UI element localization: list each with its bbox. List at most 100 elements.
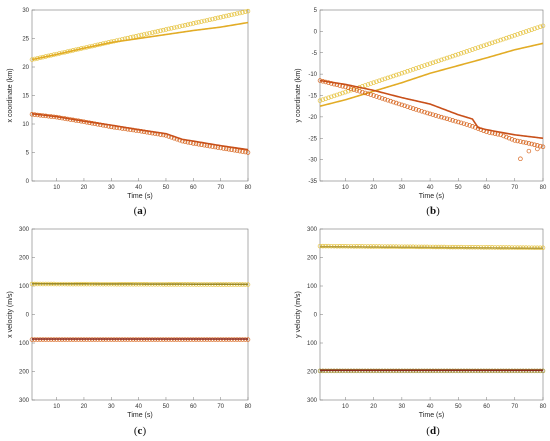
data-point [365,82,371,87]
data-point [345,88,351,94]
x-tick-label: 70 [217,404,224,410]
data-point [144,31,150,37]
y-tick-label: -35 [308,179,317,185]
data-point [408,105,413,110]
data-point [532,26,537,31]
x-tick-label: 60 [190,404,197,410]
y-tick-label: 200 [19,370,30,376]
data-point [218,15,223,20]
data-point [180,23,185,29]
y-tick-label: 0 [26,179,30,185]
data-point [388,74,393,80]
y-tick-label: 100 [307,284,318,290]
data-point [478,44,484,49]
y-tick-label: 10 [22,122,29,128]
data-point [377,95,382,100]
y-tick-label: 200 [307,370,318,376]
y-tick-label: 0 [314,313,318,319]
x-tick-label: 40 [427,185,434,191]
y-tick-label: -30 [308,158,317,164]
x-tick-label: 80 [540,404,547,410]
data-point [229,12,234,18]
data-point [498,37,503,43]
data-point [458,120,464,126]
data-point [495,38,501,44]
data-point [464,49,470,54]
data-point [391,73,396,79]
data-point [470,47,475,52]
data-point [221,14,226,19]
data-point [399,70,405,76]
data-point [204,18,210,23]
data-point [475,45,481,50]
x-tick-label: 60 [483,404,490,410]
x-tick-label: 70 [511,404,518,410]
x-tick-label: 60 [190,185,197,191]
x-tick-label: 40 [427,404,434,410]
data-point [245,150,251,155]
data-point [382,76,388,82]
data-point [467,48,472,53]
data-point [402,69,407,75]
x-tick-label: 30 [108,185,115,191]
data-point [393,72,399,78]
y-tick-label: -5 [312,51,318,57]
data-point [425,62,430,67]
x-axis-label: Time (s) [127,412,152,419]
data-point [506,34,512,40]
data-point [210,16,215,22]
x-tick-label: 50 [163,185,170,191]
y-tick-label: -10 [308,72,317,78]
data-point [436,58,441,64]
data-point [425,110,430,116]
series-markers-2 [29,112,251,155]
series-line-1 [319,42,544,107]
data-point [348,86,354,91]
data-point [450,53,455,59]
data-point [388,98,393,104]
data-point [396,71,402,77]
data-point [191,21,196,26]
series-line-3 [319,79,544,140]
y-tick-label: -15 [308,94,317,100]
data-point [326,95,331,101]
data-point [540,144,546,150]
data-point [360,89,365,95]
panel-d: 300 200 100 0 100 200 300 10 20 30 40 50 60 70 80 Time … [295,227,547,437]
x-tick-label: 20 [81,185,88,191]
y-tick-label: 300 [19,227,30,233]
data-point [461,121,467,126]
y-tick-label: 25 [22,37,29,43]
data-point [405,104,410,109]
data-point [215,15,221,21]
data-point [234,11,240,16]
data-point [419,64,424,69]
data-point [433,113,438,118]
y-tick-label: 0 [26,313,30,319]
data-point [529,141,534,147]
panel-a: 0 5 10 15 20 25 30 10 20 30 40 50 60 70 80 Time (s) x co… [7,8,252,217]
panel-caption: (b) [426,205,440,217]
data-point [152,29,158,35]
data-point [212,16,218,21]
plot-frame [31,9,249,182]
data-point [467,123,472,128]
data-point [416,108,422,113]
data-point [226,13,232,18]
y-tick-label: 20 [22,65,29,71]
data-point [166,26,171,32]
data-point [461,50,467,55]
data-point [163,27,169,32]
data-point [188,21,193,27]
y-tick-label: 5 [314,8,318,14]
data-point [456,119,461,125]
data-point [512,138,518,143]
data-point [441,115,447,121]
data-point [537,24,543,30]
data-point [207,17,212,22]
panel-letter: b [430,205,436,217]
data-point [537,143,543,149]
data-point [453,118,458,124]
data-point [410,67,416,72]
